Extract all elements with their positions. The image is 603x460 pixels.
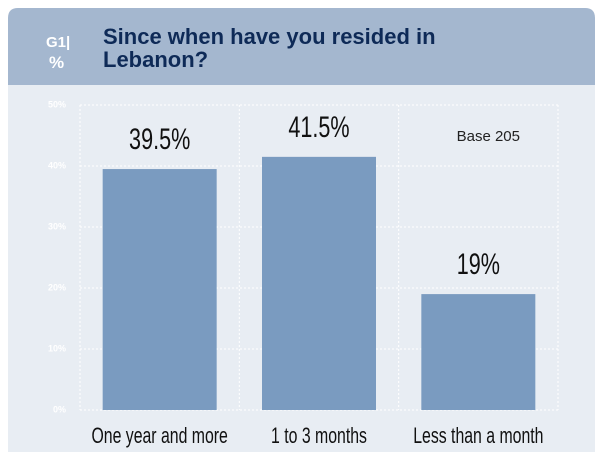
bar [102,169,217,410]
bar [262,156,376,410]
x-tick-label: Less than a month [413,424,543,448]
y-tick-label: 50% [48,99,66,109]
value-label: 19% [457,246,500,280]
y-tick-label: 20% [48,282,66,292]
y-tick-label: 0% [53,404,66,414]
value-label: 39.5% [129,121,190,155]
annotation: Base 205 [457,128,520,145]
question-code: G1| [46,34,71,51]
y-tick-label: 40% [48,160,66,170]
x-tick-label: 1 to 3 months [271,424,367,448]
x-tick-label: One year and more [91,424,227,448]
y-tick-label: 30% [48,221,66,231]
bar [421,294,536,410]
y-tick-label: 10% [48,343,66,353]
value-label: 41.5% [288,109,349,143]
question-unit: % [49,53,65,72]
header-band [8,8,595,85]
chart-title: Since when have you resided in Lebanon? [103,24,436,72]
